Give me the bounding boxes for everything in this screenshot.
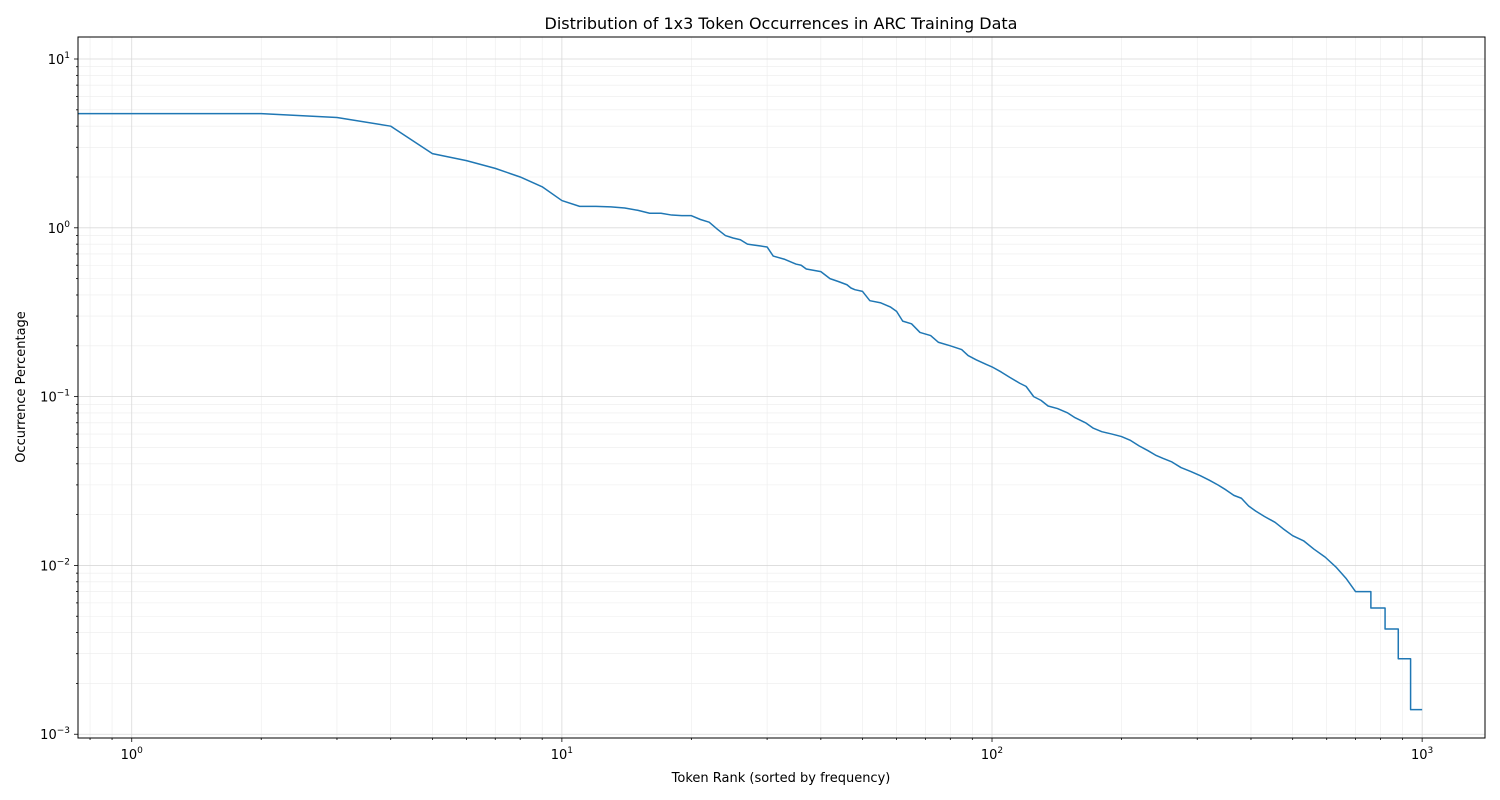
y-tick-label: 10−1 [40, 389, 70, 406]
y-tick-label: 10−3 [40, 726, 70, 743]
series-layer [78, 112, 1423, 711]
x-tick-label: 102 [981, 746, 1003, 763]
y-axis-label: Occurrence Percentage [14, 311, 29, 463]
series-line [78, 112, 1423, 711]
x-tick-label: 101 [551, 746, 573, 763]
x-tick-label: 103 [1411, 746, 1433, 763]
y-tick-label: 101 [48, 51, 70, 68]
y-tick-label: 100 [48, 220, 71, 237]
grid-layer [78, 37, 1485, 738]
chart-title: Distribution of 1x3 Token Occurrences in… [545, 14, 1018, 33]
y-tick-label: 10−2 [40, 557, 70, 574]
plot-frame [77, 36, 1486, 739]
x-tick-label: 100 [121, 746, 144, 763]
tick-layer: 100 101 102 103 10−3 10−2 10−1 100 101 [40, 51, 1433, 763]
x-axis-label: Token Rank (sorted by frequency) [671, 771, 891, 786]
